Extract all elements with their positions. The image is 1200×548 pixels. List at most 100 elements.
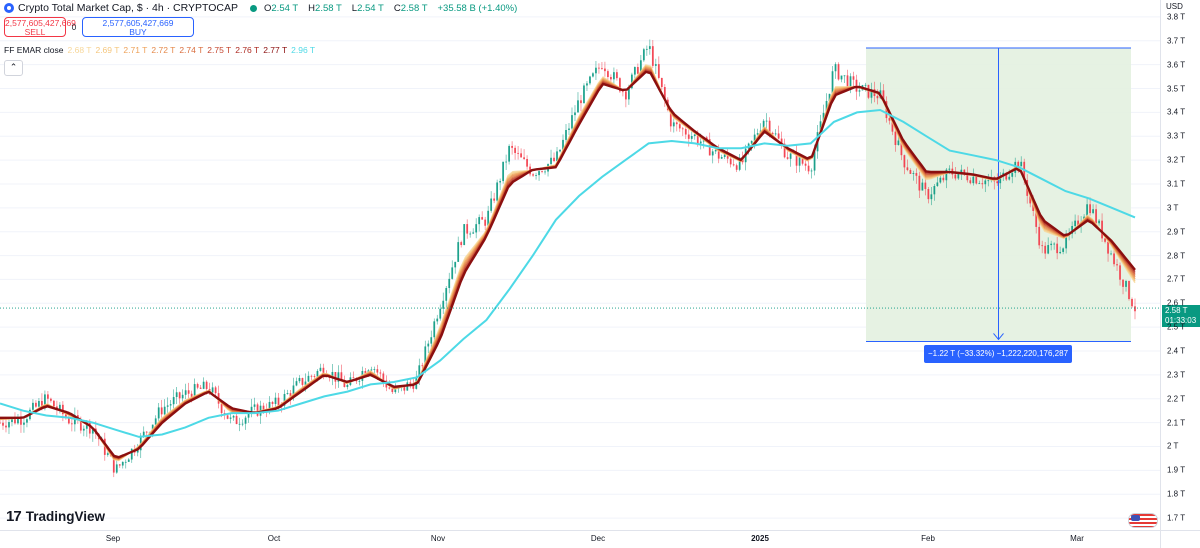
tradingview-logo[interactable]: 17 TradingView [6, 508, 105, 525]
candle-body [433, 321, 436, 338]
candle-body [762, 120, 765, 131]
candle-body [933, 185, 936, 195]
candle-body [624, 91, 627, 100]
symbol-title[interactable]: Crypto Total Market Cap, $ · 4h · CRYPTO… [18, 2, 238, 14]
candle-body [166, 405, 169, 407]
candle-body [316, 370, 319, 377]
candle-body [436, 318, 439, 322]
candle-body [616, 72, 618, 79]
candle-body [556, 151, 558, 162]
candle-body [828, 93, 831, 101]
candle-body [88, 422, 91, 434]
candle-body [864, 84, 867, 86]
candle-body [421, 365, 424, 367]
time-axis[interactable]: Sep Oct Nov Dec 2025 Feb Mar [0, 530, 1160, 548]
candle-body [457, 242, 460, 262]
indicator-value: 2.72 T [151, 45, 176, 55]
price-chart[interactable] [0, 0, 1160, 530]
price-tick-label: 2.5 T [1167, 322, 1186, 332]
price-tick-label: 3.8 T [1167, 12, 1186, 22]
candle-body [1044, 245, 1047, 254]
candle-body [427, 343, 430, 347]
ohlc-change-value: +35.58 B (+1.40%) [437, 2, 518, 14]
collapse-legend-button[interactable]: ⌃ [4, 60, 23, 76]
candle-body [642, 49, 645, 61]
candle-body [343, 380, 346, 388]
candle-body [67, 417, 70, 424]
candle-body [771, 132, 774, 135]
candle-body [837, 64, 840, 80]
candle-body [520, 153, 522, 158]
candle-body [409, 382, 412, 384]
candle-body [511, 145, 513, 148]
candle-body [412, 383, 415, 389]
us-flag-icon[interactable] [1128, 513, 1158, 528]
candle-body [169, 404, 172, 406]
candle-body [484, 219, 487, 226]
price-tick-label: 3.3 T [1167, 131, 1186, 141]
candle-body [894, 131, 897, 146]
candle-body [301, 378, 304, 385]
candle-body [936, 182, 939, 186]
candle-body [439, 308, 442, 319]
sell-button[interactable]: 2,577,605,427,669 SELL [4, 17, 76, 37]
candle-body [870, 89, 873, 98]
candle-body [897, 140, 900, 146]
candle-body [627, 88, 630, 100]
candle-body [696, 134, 699, 144]
candle-body [11, 417, 13, 423]
time-tick-label: Sep [105, 534, 121, 543]
candle-body [693, 134, 696, 137]
candle-body [1119, 265, 1121, 280]
candle-body [987, 180, 990, 182]
chevron-up-icon: ⌃ [9, 62, 18, 72]
candle-body [583, 85, 585, 104]
price-axis[interactable]: USD 2.58 T 01:33:03 3.8 T 3.7 T 3.6 T 3.5 T… [1160, 0, 1200, 547]
candle-body [849, 76, 852, 88]
candle-body [1020, 161, 1023, 167]
candle-body [720, 157, 723, 159]
candle-body [1122, 279, 1124, 287]
candle-body [157, 407, 160, 419]
candle-body [403, 385, 406, 391]
candle-body [565, 130, 567, 140]
candle-body [876, 96, 879, 99]
buy-button[interactable]: 2,577,605,427,669 BUY [82, 17, 194, 37]
candle-body [106, 453, 109, 455]
candle-body [142, 431, 145, 436]
candle-body [145, 431, 148, 433]
candle-body [373, 369, 376, 370]
candle-body [592, 73, 594, 77]
candle-body [190, 393, 193, 399]
candle-body [262, 405, 265, 412]
candle-body [574, 112, 576, 116]
candle-body [705, 137, 708, 140]
candle-body [310, 375, 313, 377]
candle-body [184, 390, 187, 395]
candle-body [478, 217, 481, 225]
candle-body [526, 158, 528, 167]
axis-corner [1160, 530, 1200, 548]
candle-body [493, 198, 496, 201]
candle-body [160, 407, 163, 415]
indicator-legend[interactable]: FF EMAR close 2.68 T 2.69 T 2.71 T 2.72 … [4, 45, 315, 55]
candle-body [244, 417, 247, 424]
price-tick-label: 1.9 T [1167, 465, 1186, 475]
candle-body [8, 422, 10, 428]
candle-body [1074, 220, 1077, 226]
candle-body [220, 403, 223, 414]
candle-body [858, 90, 861, 92]
candle-body [604, 68, 606, 72]
candle-body [1113, 253, 1115, 265]
candle-body [1125, 280, 1127, 287]
ohlc-close-value: 2.58 T [400, 2, 428, 14]
candle-body [648, 46, 651, 49]
currency-label[interactable]: USD [1166, 2, 1183, 11]
candle-body [690, 136, 693, 139]
ohlc-high: H2.58 T [308, 3, 348, 14]
buy-label: BUY [129, 27, 147, 37]
candle-body [82, 428, 85, 431]
candle-body [840, 75, 843, 80]
candle-body [64, 414, 67, 418]
candle-body [130, 448, 133, 460]
